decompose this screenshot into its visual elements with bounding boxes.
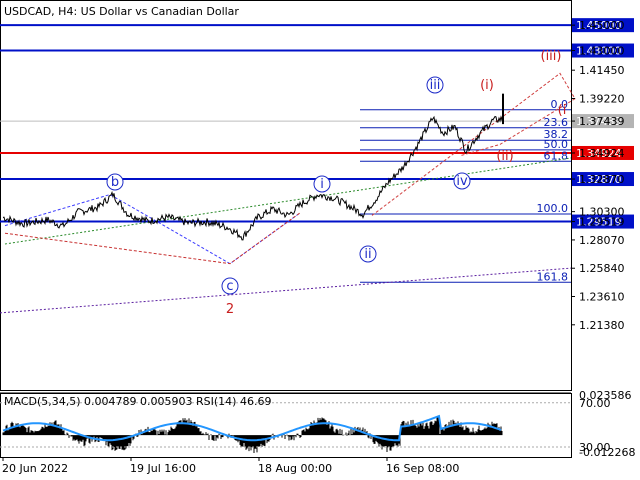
level-tag [572, 43, 634, 58]
trend-line-green [4, 157, 572, 245]
wave-label-red: (iii) [541, 49, 562, 64]
wave-label-red: (i [558, 103, 567, 118]
x-axis: 20 Jun 2022 19 Jul 16:00 18 Aug 00:00 16 Se… [2, 457, 459, 475]
macd-axis-label: 30.00 [579, 441, 611, 454]
wave-circle-blue [453, 172, 471, 190]
macd-axis-label: 0.023586 [579, 389, 632, 402]
wave-circle-blue [221, 277, 239, 295]
y-tick-label: 1.39220 [579, 92, 625, 105]
wave-label-blue: i [320, 177, 324, 192]
y-tick-label: 1.37439 [579, 115, 625, 128]
fib-label: 100.0 [537, 202, 569, 215]
macd-signal-line [2, 414, 502, 442]
fib-label: 50.0 [544, 138, 569, 151]
x-tick-label: 19 Jul 16:00 [130, 462, 196, 475]
plot-frame [0, 0, 572, 391]
level-tag-label: 1.34924 [576, 147, 622, 160]
wave-path-red [4, 212, 301, 265]
wave-label-red: (ii) [496, 149, 513, 164]
wave-label-red: (i) [480, 78, 494, 93]
wave-label-blue: iii [430, 78, 441, 93]
fib-label: 0.0 [551, 98, 569, 111]
y-tick-label: 1.30300 [579, 206, 625, 219]
wave-label-blue: c [226, 279, 233, 294]
price-series [2, 93, 504, 241]
y-tick-label: 1.34924 [579, 147, 625, 160]
wave-circle-blue [313, 175, 331, 193]
level-tag [572, 145, 634, 160]
y-tick-label: 1.21380 [579, 319, 625, 332]
y-tick-label: 1.43000 [579, 45, 625, 58]
level-tag [572, 172, 634, 187]
x-tick-label: 20 Jun 2022 [2, 462, 68, 475]
fibonacci-levels: 0.0 23.638.250.061.8 100.0 161.8 [360, 98, 571, 283]
wave-circle-blue [106, 173, 124, 191]
fib-label: 61.8 [544, 149, 569, 162]
fib-label: 23.6 [544, 116, 569, 129]
y-tick-label: 1.29519 [579, 216, 625, 229]
level-tag-label: 1.45000 [576, 19, 622, 32]
indicator-label: MACD(5,34,5) 0.004789 0.005903 RSI(14) 4… [4, 395, 271, 408]
current-price-label: 1.37439 [576, 115, 622, 128]
wave-label-red: 2 [226, 302, 234, 317]
y-tick-label: 1.41450 [579, 64, 625, 77]
horizontal-levels: 1.45000 1.43000 1.34924 1.32870 1.29519 1.374… [0, 18, 634, 229]
price-line [2, 115, 504, 241]
wave-circle-blue [426, 76, 444, 94]
wave-label-blue: iv [456, 174, 468, 189]
wave-label-blue: b [111, 175, 119, 190]
macd-frame [0, 393, 572, 458]
chart-title: USDCAD, H4: US Dollar vs Canadian Dollar [4, 5, 239, 18]
y-tick-label: 1.45000 [579, 19, 625, 32]
fib-label: 161.8 [537, 270, 569, 283]
level-tag [572, 214, 634, 229]
level-tag-label: 1.29519 [576, 216, 622, 229]
x-tick-label: 18 Aug 00:00 [258, 462, 332, 475]
level-tag-label: 1.43000 [576, 45, 622, 58]
y-tick-label: 1.23610 [579, 291, 625, 304]
macd-axis-label: -0.012268 [579, 446, 635, 459]
y-tick-label: 1.25840 [579, 262, 625, 275]
macd-axis-label: 70.00 [579, 397, 611, 410]
wave-label-blue: ii [364, 247, 371, 262]
level-tag [572, 18, 634, 33]
y-tick-label: 1.32870 [579, 173, 625, 186]
y-axis: 1.45000 1.43000 1.41450 1.39220 1.37439 1.349… [571, 19, 625, 332]
chart-grid [0, 0, 572, 458]
y-tick-label: 1.28070 [579, 234, 625, 247]
fib-label: 38.2 [544, 128, 569, 141]
wave-circle-blue [359, 245, 377, 263]
trend-line-purple [0, 267, 572, 314]
level-tag-label: 1.32870 [576, 173, 622, 186]
current-price-tag [572, 114, 634, 129]
x-tick-label: 16 Sep 08:00 [386, 462, 459, 475]
